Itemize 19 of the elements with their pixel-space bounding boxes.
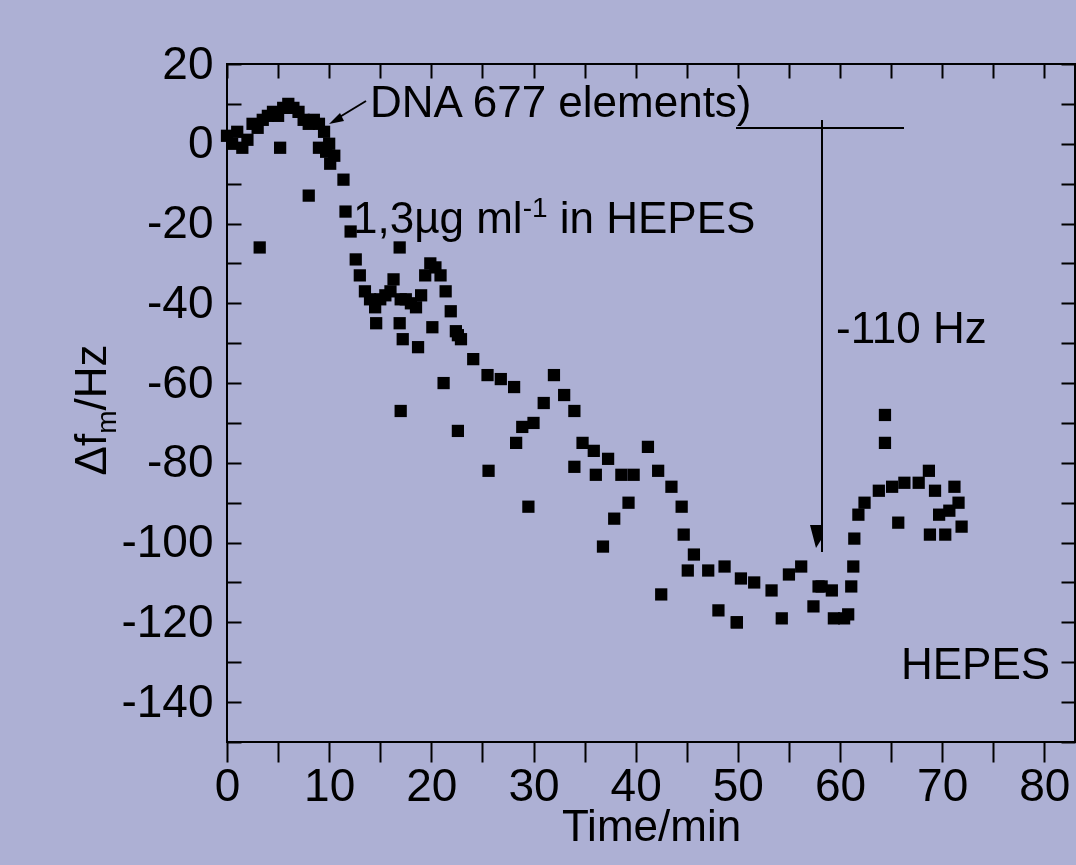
annotation: HEPES (901, 639, 1051, 688)
y-tick-label: -20 (147, 196, 214, 249)
x-tick-label: 70 (917, 758, 969, 811)
x-tick-label: 30 (508, 758, 560, 811)
annotation: -110 Hz (836, 303, 987, 352)
x-tick-label: 20 (406, 758, 458, 811)
x-tick-label: 10 (304, 758, 356, 811)
y-tick-label: -80 (147, 435, 214, 488)
y-tick-label: -140 (121, 674, 214, 727)
y-tick-label: -40 (147, 275, 214, 328)
y-tick-label: 0 (187, 116, 214, 169)
x-tick-label: 60 (814, 758, 867, 811)
y-tick-label: 20 (162, 36, 214, 89)
y-tick-label: -60 (147, 355, 214, 408)
y-tick-label: -100 (121, 515, 214, 568)
annotation: DNA 677 elements) (370, 77, 752, 126)
y-tick-label: -120 (121, 594, 214, 647)
x-tick-label: 80 (1019, 758, 1071, 811)
annotation: 1,3µg ml$^{-1}$ in HEPES (353, 192, 756, 242)
